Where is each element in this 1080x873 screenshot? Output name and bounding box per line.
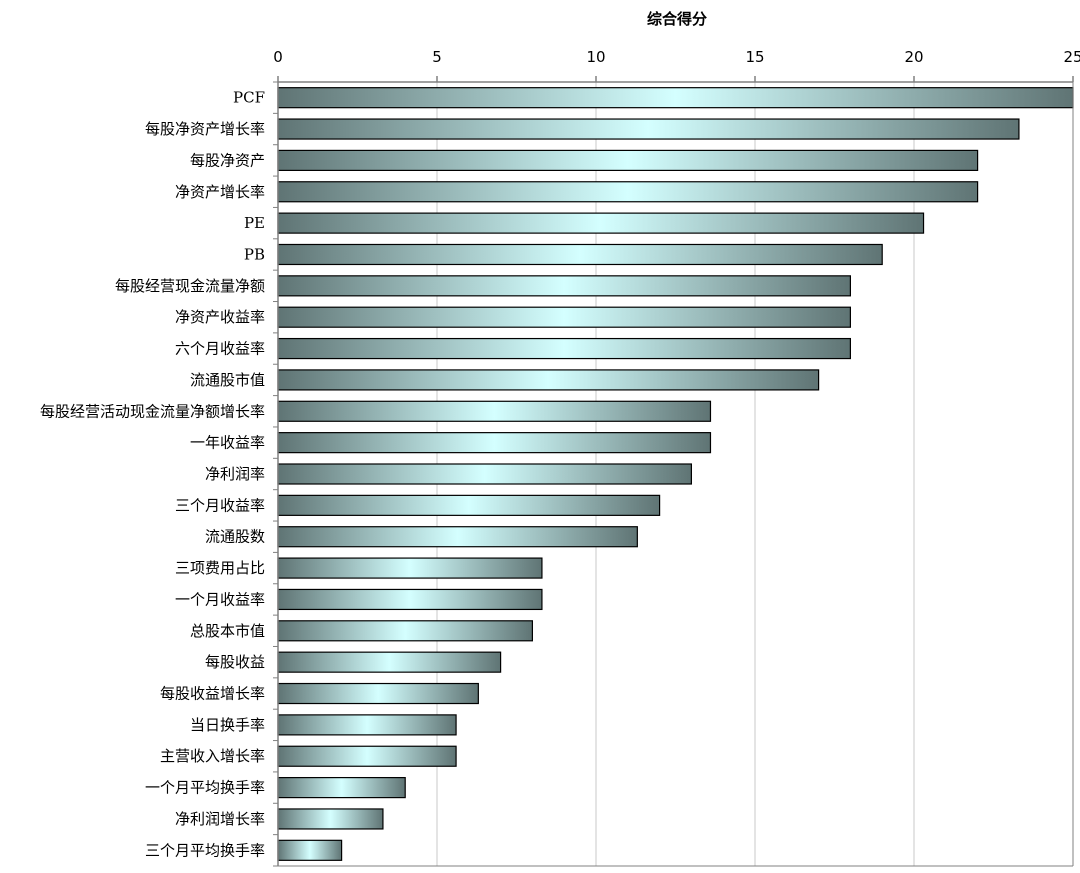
bar <box>277 463 692 485</box>
category-label: 一年收益率 <box>190 434 265 452</box>
category-label: 流通股市值 <box>190 371 265 389</box>
bar <box>277 839 343 861</box>
bar <box>277 87 1074 109</box>
category-label: 三项费用占比 <box>175 559 265 577</box>
category-label: 每股收益 <box>205 653 265 671</box>
bar <box>277 369 820 391</box>
x-tick-label: 20 <box>904 48 923 66</box>
category-label: 每股净资产 <box>190 151 265 169</box>
bar <box>277 243 883 266</box>
category-label: 净利润率 <box>205 465 265 483</box>
bar <box>277 149 979 171</box>
bar <box>277 588 543 611</box>
category-label: 一个月收益率 <box>175 590 265 608</box>
category-label: 三个月收益率 <box>175 496 265 514</box>
bar <box>277 400 712 422</box>
bar <box>277 620 533 642</box>
category-label: 流通股数 <box>205 528 265 546</box>
category-label: 每股净资产增长率 <box>145 120 265 138</box>
bar <box>277 745 457 767</box>
bar <box>277 306 852 328</box>
bar <box>277 808 384 830</box>
bar <box>277 118 1020 140</box>
category-label: 每股收益增长率 <box>160 685 265 703</box>
tick-labels: 0 5 10 15 20 25 <box>273 48 1080 66</box>
bar <box>277 275 852 297</box>
bar <box>277 682 479 705</box>
category-label: 六个月收益率 <box>175 340 265 358</box>
bars <box>277 87 1074 861</box>
bar <box>277 526 638 548</box>
category-label: 净资产收益率 <box>175 308 265 326</box>
category-label: 净利润增长率 <box>175 810 265 828</box>
bar <box>277 557 543 579</box>
category-label: PE <box>244 214 265 232</box>
category-label: 主营收入增长率 <box>160 747 265 765</box>
x-axis-title: 综合得分 <box>647 10 707 28</box>
x-tick-label: 25 <box>1063 48 1080 66</box>
bar <box>277 494 661 516</box>
bar <box>277 337 852 360</box>
x-tick-label: 5 <box>432 48 442 66</box>
x-tick-label: 10 <box>586 48 605 66</box>
category-label: PCF <box>233 89 265 107</box>
category-label: 一个月平均换手率 <box>145 779 265 797</box>
bar <box>277 181 979 203</box>
category-label: 净资产增长率 <box>175 183 265 201</box>
category-label: 当日换手率 <box>190 716 265 734</box>
bar <box>277 776 406 799</box>
bar <box>277 651 502 673</box>
bar <box>277 714 457 736</box>
bar <box>277 212 925 234</box>
category-label: 三个月平均换手率 <box>145 841 265 859</box>
category-label: 每股经营活动现金流量净额增长率 <box>40 402 265 420</box>
axes <box>273 76 1074 867</box>
category-label: PB <box>244 245 265 263</box>
category-label: 总股本市值 <box>190 622 265 640</box>
x-tick-label: 0 <box>273 48 283 66</box>
bar <box>277 432 712 454</box>
category-label: 每股经营现金流量净额 <box>115 277 265 295</box>
x-tick-label: 15 <box>745 48 764 66</box>
